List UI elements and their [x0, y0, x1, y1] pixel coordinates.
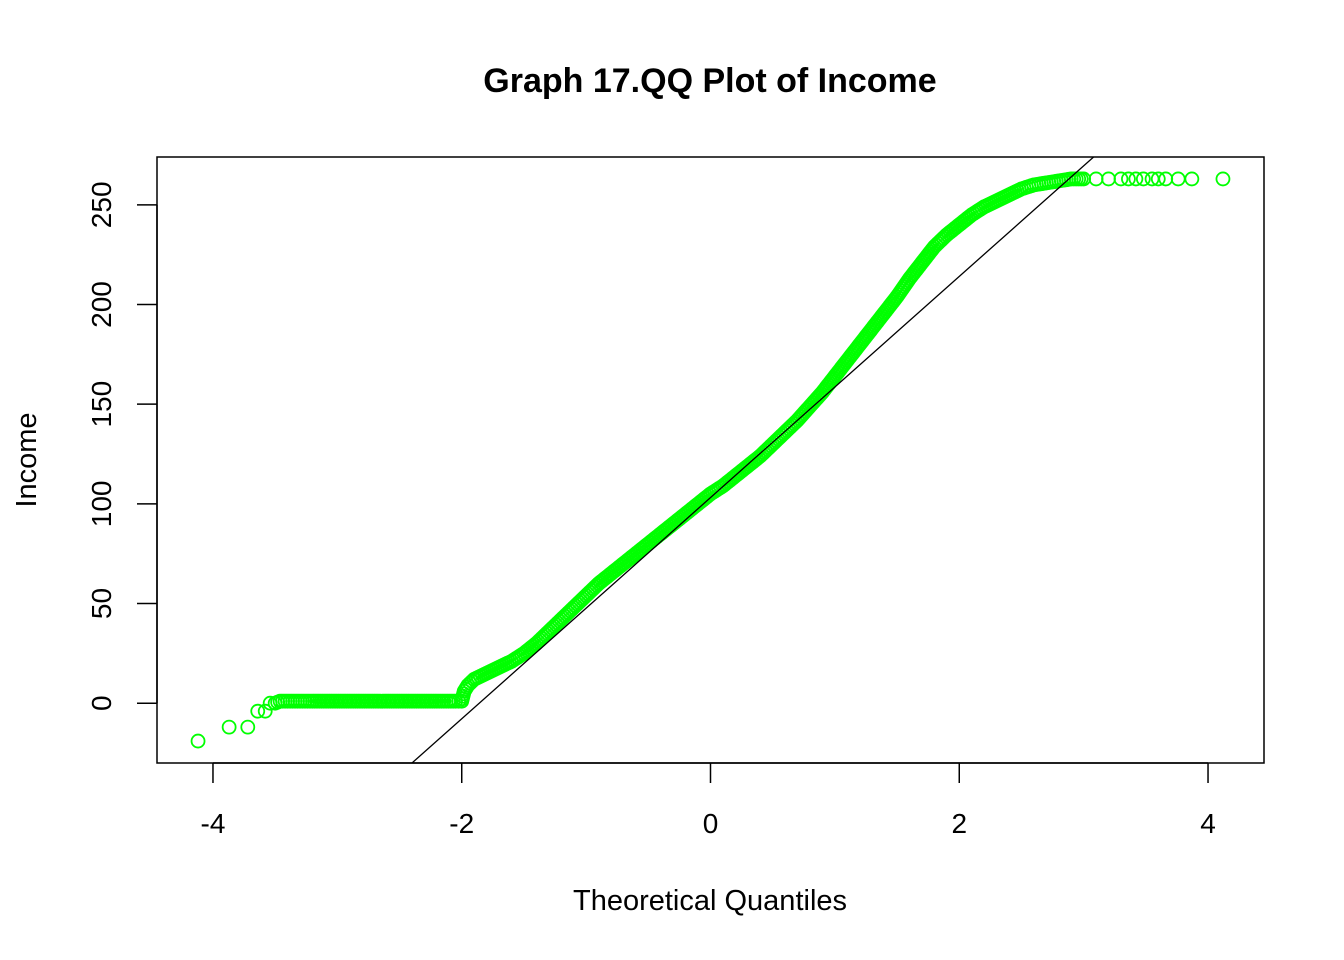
data-point	[257, 703, 273, 719]
y-tick-label: 200	[86, 281, 117, 328]
chart-title: Graph 17.QQ Plot of Income	[483, 62, 936, 100]
x-tick-label: 4	[1200, 808, 1216, 839]
data-point	[250, 703, 266, 719]
data-point	[1170, 171, 1186, 187]
data-point	[1215, 171, 1231, 187]
data-point	[190, 733, 206, 749]
y-axis: 0 50 100 150 200 250	[86, 181, 158, 711]
x-axis-label: Theoretical Quantiles	[573, 885, 847, 917]
data-point	[1088, 171, 1104, 187]
data-point	[1135, 171, 1151, 187]
y-tick-label: 50	[86, 588, 117, 619]
x-axis: -4 -2 0 2 4	[201, 762, 1216, 839]
plot-area	[190, 157, 1231, 763]
x-tick-label: 0	[703, 808, 719, 839]
data-point	[240, 719, 256, 735]
data-point	[1158, 171, 1174, 187]
data-point	[1184, 171, 1200, 187]
data-point	[221, 719, 237, 735]
x-tick-label: 2	[951, 808, 967, 839]
y-tick-label: 0	[86, 695, 117, 711]
y-tick-label: 100	[86, 480, 117, 527]
data-point	[1150, 171, 1166, 187]
data-points	[190, 171, 1231, 749]
x-tick-label: -2	[449, 808, 474, 839]
data-point	[1113, 171, 1129, 187]
data-point	[1128, 171, 1144, 187]
x-tick-label: -4	[201, 808, 226, 839]
y-tick-label: 250	[86, 181, 117, 228]
reference-line	[411, 157, 1095, 763]
y-tick-label: 150	[86, 381, 117, 428]
data-point	[1121, 171, 1136, 187]
data-point	[1101, 171, 1116, 187]
plot-border	[156, 156, 1265, 764]
y-axis-label: Income	[11, 412, 43, 507]
